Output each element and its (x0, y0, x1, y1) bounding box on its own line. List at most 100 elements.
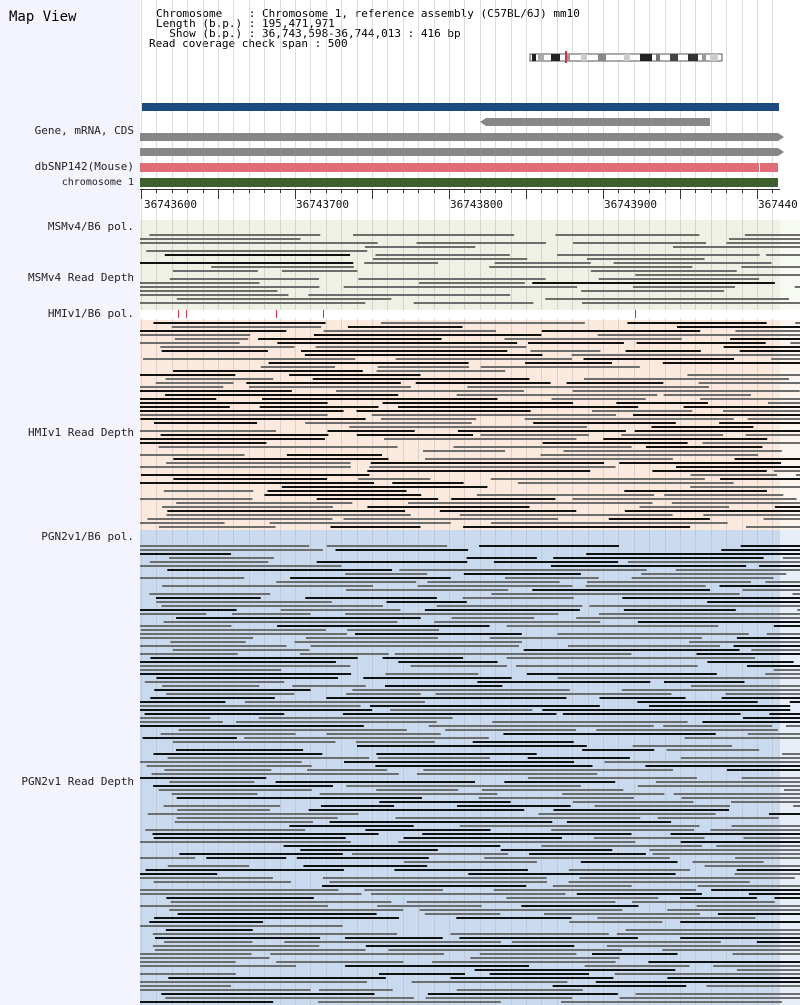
pgn-read (670, 833, 800, 835)
pgn-read (719, 585, 800, 587)
hmi-read (165, 378, 274, 380)
msm-read (211, 266, 354, 268)
hmi-read (439, 510, 577, 512)
axis-tick-mark (526, 189, 527, 199)
hmi-read (720, 478, 800, 480)
hmi-read (664, 494, 784, 496)
pgn-read (284, 941, 501, 943)
hmi-read (771, 358, 800, 360)
pgn-read (347, 629, 439, 631)
msm-read (146, 250, 368, 252)
hmi-read (572, 498, 797, 500)
info-show: Show (b.p.) : 36,743,598-36,744,013 : 41… (156, 27, 461, 40)
pgn-read (616, 933, 800, 935)
pgn-read (566, 821, 672, 823)
track-label-pgn-depth[interactable]: PGN2v1 Read Depth (21, 775, 134, 788)
pgn-read (466, 557, 537, 559)
hmi-read (719, 422, 800, 424)
axis-tick-mark (280, 189, 281, 193)
pgn-read (156, 597, 261, 599)
pgn-read (277, 625, 490, 627)
hmi-read (323, 330, 497, 332)
pgn-read (684, 737, 800, 739)
pgn-read (632, 745, 732, 747)
pgn-read (177, 913, 377, 915)
pgn-read (382, 657, 464, 659)
pgn-read (140, 985, 231, 987)
hmi-read (773, 470, 800, 472)
map-viewport[interactable]: 36743600 36743700 36743800 36743900 3674… (140, 0, 800, 1005)
pgn-read (167, 569, 393, 571)
track-label-chromosome[interactable]: chromosome 1 (61, 177, 134, 188)
msm-read (140, 290, 278, 292)
hmi-read (140, 390, 292, 392)
hmi-read (540, 454, 759, 456)
pgn-read (551, 829, 695, 831)
pgn-read (155, 937, 321, 939)
pgn-read (641, 573, 787, 575)
pgn-read (516, 665, 698, 667)
hmi-read (382, 402, 573, 404)
pgn-read (713, 965, 800, 967)
track-label-hmi-pol[interactable]: HMIv1/B6 pol. (47, 307, 134, 320)
hmi-read (176, 502, 353, 504)
track-label-dbsnp[interactable]: dbSNP142(Mouse) (34, 160, 134, 173)
hmi-read (551, 398, 646, 400)
pgn-read (635, 993, 800, 995)
msm-read (169, 278, 319, 280)
pgn-read (160, 733, 296, 735)
pgn-read (782, 753, 800, 755)
pgn-read (356, 741, 435, 743)
pgn-read (177, 809, 270, 811)
pgn-read (385, 673, 479, 675)
pgn-read (463, 573, 581, 575)
hmi-read (260, 366, 335, 368)
pgn-read (346, 693, 421, 695)
msm-read (741, 266, 800, 268)
pgn-read (140, 637, 254, 639)
axis-tick: 36743900 (604, 198, 657, 211)
pgn-read (168, 977, 386, 979)
track-label-hmi-depth[interactable]: HMIv1 Read Depth (28, 426, 134, 439)
gene-feature (142, 103, 779, 111)
msm-read (375, 254, 510, 256)
pgn-read (450, 933, 609, 935)
track-label-pgn-pol[interactable]: PGN2v1/B6 pol. (41, 530, 134, 543)
pgn-read (789, 701, 800, 703)
hmi-read (140, 402, 328, 404)
hmi-read (698, 382, 800, 384)
pgn-read (736, 637, 800, 639)
hmi-read (662, 362, 800, 364)
pgn-read (423, 769, 673, 771)
hmi-read (645, 446, 763, 448)
pgn-read (164, 769, 272, 771)
hmi-read (584, 378, 789, 380)
chromosome-ideogram-icon[interactable] (529, 51, 723, 63)
hmi-read (269, 522, 451, 524)
track-label-msm-pol[interactable]: MSMv4/B6 pol. (47, 220, 134, 233)
pgn-read (667, 977, 800, 979)
pgn-read (428, 725, 654, 727)
snp-gap (759, 163, 760, 172)
track-label-gene[interactable]: Gene, mRNA, CDS (34, 124, 134, 137)
hmi-read (249, 386, 411, 388)
pgn-read (352, 853, 509, 855)
pgn-read (742, 589, 800, 591)
mrna-feature (140, 148, 778, 156)
hmi-read (392, 482, 464, 484)
pgn-read (140, 665, 351, 667)
track-label-msm-depth[interactable]: MSMv4 Read Depth (28, 271, 134, 284)
pgn-read (140, 717, 211, 719)
hmi-read (356, 434, 473, 436)
hmi-read (160, 346, 295, 348)
pgn-read (731, 801, 800, 803)
pgn-read (666, 749, 760, 751)
axis-tick-mark (156, 189, 157, 193)
hmi-read (624, 510, 800, 512)
pgn-read (174, 821, 313, 823)
track-canvas[interactable] (140, 0, 800, 1005)
hmi-read (174, 338, 249, 340)
msm-read (673, 246, 800, 248)
hmi-read (316, 498, 439, 500)
pgn-read (470, 957, 620, 959)
